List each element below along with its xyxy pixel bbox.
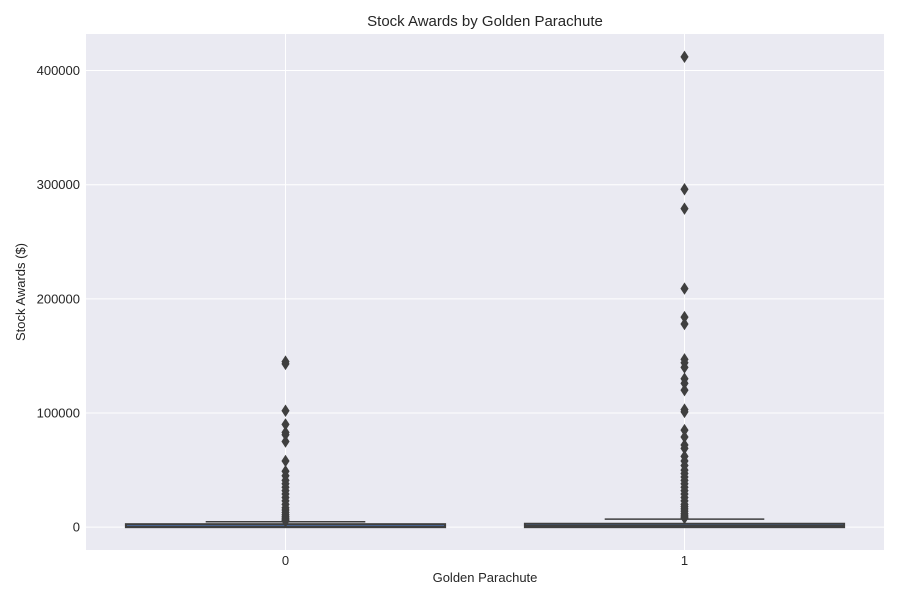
outlier-point — [680, 183, 689, 196]
y-tick-label: 200000 — [37, 291, 80, 306]
boxes — [124, 50, 846, 529]
outlier-point — [680, 50, 689, 64]
outlier-point — [680, 511, 689, 525]
outlier-point — [680, 405, 689, 419]
outlier-point — [680, 282, 689, 295]
y-axis-label: Stock Awards ($) — [13, 243, 28, 341]
outlier-point — [680, 383, 689, 397]
y-tick-label: 400000 — [37, 63, 80, 78]
y-tick-label: 0 — [73, 520, 80, 535]
x-tick-label: 1 — [681, 553, 688, 568]
y-tick-label: 100000 — [37, 406, 80, 421]
outlier-point — [281, 404, 290, 417]
outlier-point — [281, 357, 290, 371]
box-1 — [523, 50, 846, 529]
outlier-point — [680, 202, 689, 215]
y-tick-label: 300000 — [37, 177, 80, 192]
axis-ticks: 0 100000 200000 300000 400000 0 1 — [37, 63, 689, 568]
chart-title: Stock Awards by Golden Parachute — [367, 13, 603, 30]
outlier-point — [680, 317, 689, 331]
plot-background — [86, 34, 884, 550]
box-0 — [124, 355, 447, 529]
x-tick-label: 0 — [282, 553, 289, 568]
x-axis-label: Golden Parachute — [433, 570, 538, 585]
outlier-point — [281, 435, 290, 448]
outlier-point — [281, 514, 290, 528]
grid-lines — [86, 34, 884, 550]
